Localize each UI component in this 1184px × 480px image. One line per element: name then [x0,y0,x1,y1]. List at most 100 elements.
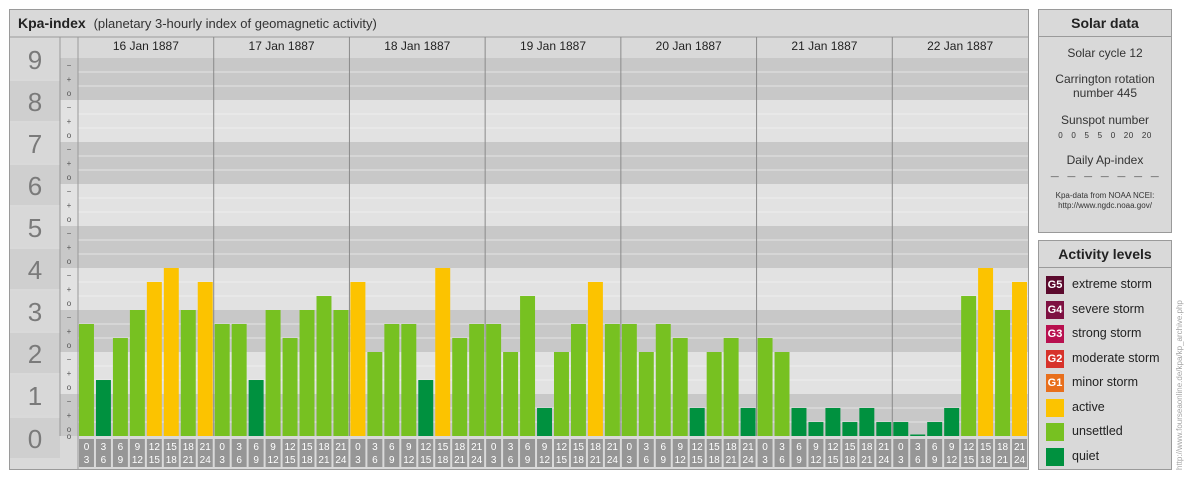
level-band [60,100,1028,142]
interval-start-label: 21 [607,442,619,453]
kp-bar [299,310,315,436]
kp-bar [825,407,841,436]
interval-end-label: 9 [253,455,259,466]
interval-end-label: 15 [827,455,839,466]
interval-start-label: 21 [878,442,890,453]
interval-end-label: 18 [709,455,721,466]
interval-box [367,439,383,467]
kp-bar [604,323,620,436]
kp-bar [112,338,128,436]
interval-end-label: 24 [471,455,483,466]
minor-tick-label: − [67,103,72,112]
kp-bar [655,323,671,436]
level-band [60,142,1028,184]
interval-end-label: 24 [878,455,890,466]
activity-level-swatch [1046,447,1064,466]
interval-start-label: 15 [166,442,178,453]
interval-box [927,439,943,467]
activity-level-row: quiet [1046,447,1171,468]
activity-level-row: G3 strong storm [1046,325,1171,345]
interval-box [1012,439,1027,467]
interval-start-label: 9 [813,442,819,453]
interval-box [282,439,298,467]
interval-box [163,439,179,467]
interval-start-label: 0 [627,442,633,453]
y-axis-cell [10,333,60,373]
interval-end-label: 3 [762,455,768,466]
interval-box [265,439,281,467]
interval-end-label: 21 [183,455,195,466]
minor-tick-label: − [67,61,72,70]
y-tick-label: 2 [28,339,42,369]
interval-box [995,439,1011,467]
interval-start-label: 21 [1014,442,1026,453]
interval-end-label: 15 [556,455,568,466]
interval-box [384,439,400,467]
activity-levels-panel: Activity levels G5 extreme storm G4 severe … [1038,240,1172,470]
interval-start-label: 15 [709,442,721,453]
interval-box [740,439,756,467]
interval-start-label: 3 [236,442,242,453]
activity-level-label: moderate storm [1072,350,1160,365]
kp-bar [469,323,485,436]
activity-level-swatch: G5 [1046,276,1064,294]
interval-box [248,439,264,467]
interval-start-label: 15 [844,442,856,453]
day-label: 20 Jan 1887 [656,39,722,53]
interval-end-label: 12 [675,455,687,466]
interval-end-label: 6 [915,455,921,466]
kp-bar [163,268,179,436]
activity-level-row: G5 extreme storm [1046,276,1171,296]
interval-box [503,439,519,467]
interval-start-label: 15 [980,442,992,453]
carrington-line1: Carrington rotation [1055,72,1155,86]
interval-start-label: 9 [677,442,683,453]
interval-box [486,439,502,467]
level-band [60,226,1028,268]
minor-tick-label: − [67,271,72,280]
interval-box [316,439,332,467]
interval-end-label: 24 [200,455,212,466]
kp-bar [231,323,247,436]
interval-start-label: 12 [963,442,975,453]
interval-end-label: 21 [590,455,602,466]
interval-box [808,439,824,467]
interval-box [638,439,654,467]
y-tick-label: 9 [28,45,42,75]
activity-level-label: strong storm [1072,326,1142,340]
interval-end-label: 6 [372,455,378,466]
minor-tick-label: − [67,229,72,238]
minor-tick-label: o [67,257,72,266]
interval-box [723,439,739,467]
carrington-line2: number 445 [1072,86,1138,100]
activity-level-swatch: G4 [1046,300,1064,319]
ap-values: — — — — — — — [1050,172,1160,181]
minor-tick-label: + [67,369,72,378]
interval-end-label: 9 [796,455,802,466]
minor-tick-label: o [67,341,72,350]
kp-bar [995,310,1011,436]
y-tick-label: 0 [28,424,42,454]
interval-start-label: 3 [372,442,378,453]
interval-box [469,439,485,467]
interval-end-label: 3 [898,455,904,466]
activity-level-row: G2 moderate storm [1046,349,1171,370]
interval-start-label: 12 [692,442,704,453]
interval-start-label: 21 [471,442,483,453]
minor-tick-label: o [67,173,72,182]
interval-start-label: 6 [389,442,395,453]
interval-start-label: 21 [200,442,212,453]
minor-tick-label: − [67,397,72,406]
kp-bar [146,281,162,436]
interval-end-label: 3 [355,455,361,466]
interval-end-label: 12 [810,455,822,466]
interval-end-label: 9 [932,455,938,466]
interval-start-label: 15 [301,442,313,453]
kp-bar [316,296,332,436]
interval-start-label: 12 [284,442,296,453]
interval-start-label: 3 [779,442,785,453]
interval-start-label: 9 [270,442,276,453]
interval-start-label: 3 [644,442,650,453]
kp-bar [723,338,739,436]
day-label: 18 Jan 1887 [384,39,450,53]
